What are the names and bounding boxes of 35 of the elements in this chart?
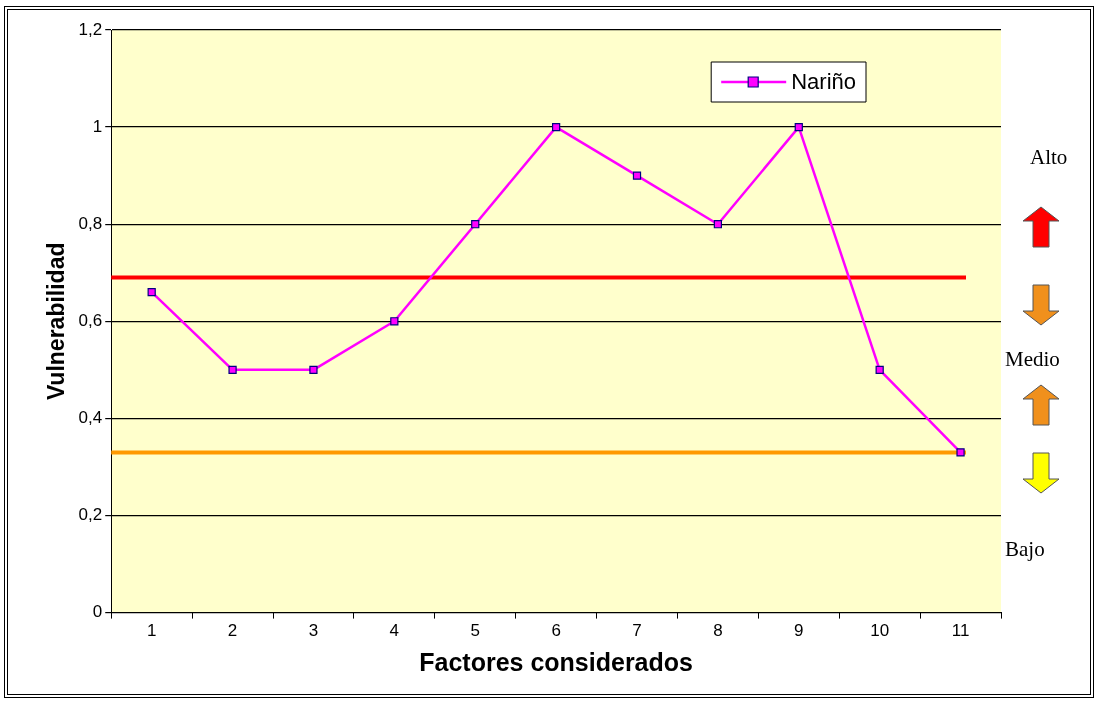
point xyxy=(794,122,803,132)
x-tick-label: 8 xyxy=(713,621,723,641)
y-tick-label: 1,2 xyxy=(78,19,103,39)
point xyxy=(390,317,399,326)
x-tick-label: 2 xyxy=(227,621,238,641)
x-tick-label: 4 xyxy=(389,621,400,641)
y-tick-label: 0,8 xyxy=(78,213,103,233)
y-tick-label: 0,2 xyxy=(78,505,103,525)
text: Bajo xyxy=(1005,537,1045,562)
legend-label: Nariño xyxy=(791,69,856,95)
y-axis-title: Vulnerabilidad xyxy=(43,242,70,401)
text: Alto xyxy=(1030,145,1068,170)
x-tick-label: 10 xyxy=(870,621,890,641)
point xyxy=(228,365,237,374)
point xyxy=(713,220,723,229)
y-tick-label: 0,6 xyxy=(78,310,103,330)
x-tick-label: 5 xyxy=(470,621,480,641)
y-tick-label: 0,4 xyxy=(78,408,103,428)
point xyxy=(632,171,642,180)
point xyxy=(551,122,561,132)
y-tick-label: 0 xyxy=(92,602,103,622)
x-tick-label: 11 xyxy=(951,621,970,641)
x-tick-label: 9 xyxy=(794,621,804,641)
text: Medio xyxy=(1005,347,1060,372)
point xyxy=(875,365,884,374)
point xyxy=(471,220,480,229)
point xyxy=(147,288,156,297)
x-axis-title: Factores considerados xyxy=(419,647,693,676)
point xyxy=(309,365,318,374)
y-tick-label: 1 xyxy=(92,116,103,136)
x-tick-label: 3 xyxy=(308,621,319,641)
x-tick-label: 6 xyxy=(551,621,561,641)
x-tick-label: 7 xyxy=(632,621,642,641)
x-tick-label: 1 xyxy=(146,621,157,641)
point xyxy=(956,448,965,457)
